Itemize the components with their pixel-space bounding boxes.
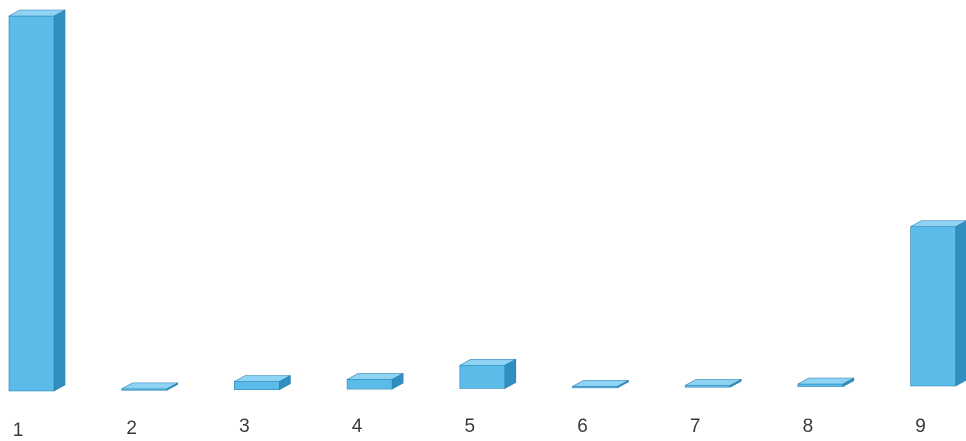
bar-side-face bbox=[955, 220, 966, 387]
x-tick-label: 4 bbox=[352, 416, 363, 437]
x-tick-label: 7 bbox=[690, 416, 701, 437]
bar-1 bbox=[8, 9, 66, 392]
bar-6 bbox=[572, 379, 629, 389]
bar-front-face bbox=[8, 15, 55, 392]
bar-7 bbox=[684, 378, 742, 388]
bar-5 bbox=[459, 358, 517, 390]
bar-top-face bbox=[346, 373, 404, 380]
x-tick-label: 6 bbox=[577, 416, 588, 437]
bar-top-face bbox=[234, 375, 291, 382]
x-tick-label: 9 bbox=[915, 416, 926, 437]
x-tick-label: 5 bbox=[465, 416, 476, 437]
bar-3 bbox=[234, 374, 291, 391]
bar-front-face bbox=[910, 226, 956, 387]
bar-front-face bbox=[459, 364, 506, 389]
bar-top-face bbox=[121, 382, 178, 390]
bar-2 bbox=[121, 382, 178, 391]
bar-top-face bbox=[685, 379, 742, 386]
bar-4 bbox=[346, 372, 404, 390]
bar-top-face bbox=[8, 9, 66, 17]
bar-front-face bbox=[346, 379, 393, 390]
bar-top-face bbox=[910, 220, 966, 227]
x-tick-label: 8 bbox=[803, 416, 814, 437]
bar-top-face bbox=[572, 380, 629, 387]
bar-front-face bbox=[234, 381, 280, 391]
bar-top-face bbox=[797, 377, 855, 385]
bars-group bbox=[8, 9, 966, 392]
x-tick-label: 1 bbox=[13, 420, 24, 441]
bar-top-face bbox=[459, 358, 516, 366]
x-tick-label: 3 bbox=[239, 416, 250, 437]
tick-labels-group: 1 2 3 4 5 6 7 8 9 bbox=[13, 416, 926, 441]
bar-front-face bbox=[797, 383, 844, 387]
bar-9 bbox=[910, 220, 966, 387]
bar-side-face bbox=[53, 9, 66, 392]
x-tick-label: 2 bbox=[126, 418, 137, 439]
bar-8 bbox=[797, 377, 855, 388]
